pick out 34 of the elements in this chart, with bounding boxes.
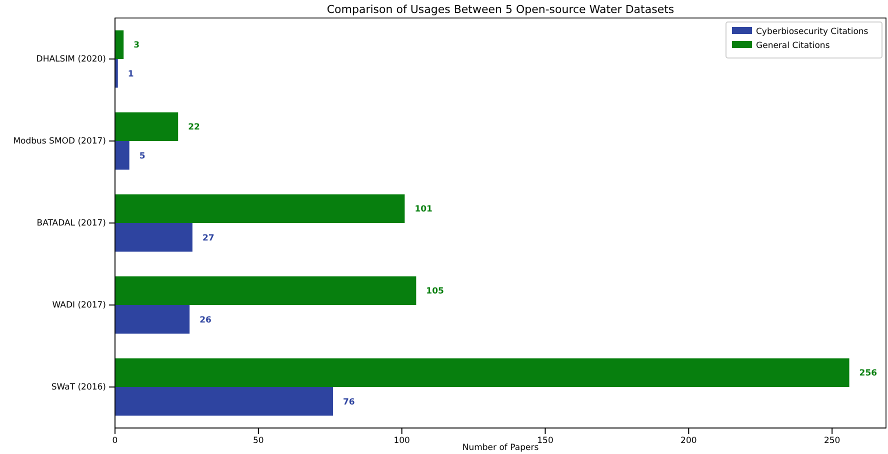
bar [115, 305, 190, 334]
chart-title: Comparison of Usages Between 5 Open-source Water Datasets [326, 3, 674, 16]
bar [115, 112, 178, 141]
bar [115, 387, 333, 416]
data-label: 5 [139, 151, 146, 162]
legend-label: Cyberbiosecurity Citations [756, 27, 869, 37]
legend-label: General Citations [756, 41, 830, 51]
bar [115, 141, 130, 170]
bar [115, 223, 192, 252]
x-axis-title: Number of Papers [462, 443, 540, 453]
x-tick-label: 50 [253, 436, 264, 446]
y-tick-label: WADI (2017) [52, 300, 106, 311]
y-tick-label: Modbus SMOD (2017) [13, 136, 106, 147]
data-label: 256 [859, 368, 878, 379]
data-label: 3 [134, 40, 140, 51]
bar [115, 358, 850, 387]
data-label: 105 [426, 286, 444, 297]
bar [115, 30, 124, 59]
y-tick-label: BATADAL (2017) [36, 218, 106, 229]
data-label: 22 [188, 122, 200, 133]
data-label: 27 [202, 233, 214, 244]
x-tick-label: 0 [112, 436, 118, 446]
x-tick-label: 200 [680, 436, 697, 446]
bar [115, 276, 416, 305]
data-label: 1 [128, 69, 134, 80]
x-tick-label: 100 [394, 436, 410, 446]
x-tick-label: 250 [824, 436, 840, 446]
bar [115, 194, 405, 223]
data-label: 101 [414, 204, 433, 215]
y-tick-label: SWaT (2016) [51, 382, 106, 393]
y-tick-label: DHALSIM (2020) [36, 54, 106, 65]
x-tick-label: 150 [537, 436, 554, 446]
data-label: 26 [200, 315, 212, 326]
data-label: 76 [342, 397, 355, 408]
